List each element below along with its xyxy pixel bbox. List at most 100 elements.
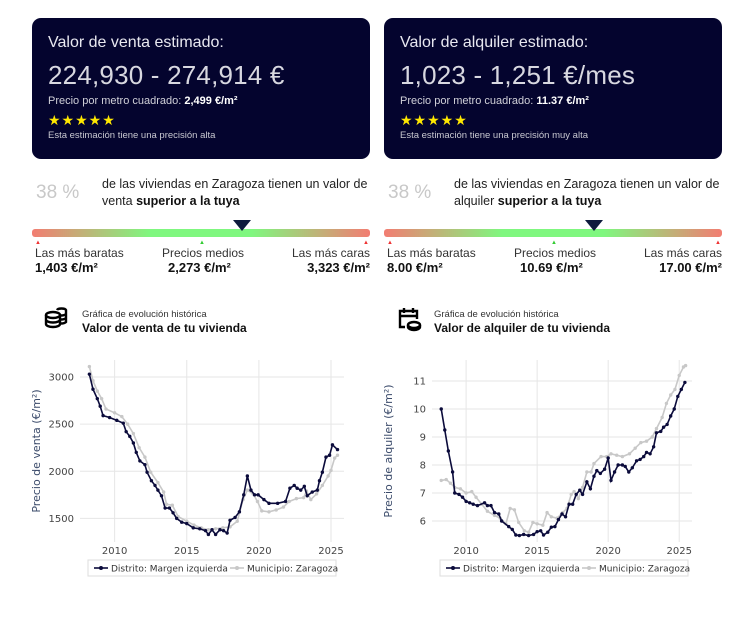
data-point <box>546 530 550 534</box>
rent-estimate-card: Valor de alquiler estimado: 1,023 - 1,25… <box>384 18 722 159</box>
data-point <box>156 480 160 485</box>
high-label: Las más caras <box>291 246 370 260</box>
data-point <box>673 387 677 392</box>
data-point <box>580 485 585 490</box>
data-point <box>320 483 325 488</box>
y-tick-label: 9 <box>420 433 426 444</box>
data-point <box>531 520 535 525</box>
data-point <box>549 525 554 529</box>
mid-label: Precios medios <box>162 246 245 260</box>
data-point <box>521 532 526 537</box>
data-point <box>330 443 335 447</box>
data-point <box>87 364 92 369</box>
data-point <box>541 523 545 527</box>
percentile-description: de las viviendas en Zaragoza tienen un v… <box>102 176 372 210</box>
data-point <box>167 506 172 510</box>
ppm-value: 11.37 €/m² <box>536 95 589 107</box>
data-point <box>221 526 225 530</box>
percentile-bold: superior a la tuya <box>497 194 602 208</box>
data-point <box>563 515 568 519</box>
percentile-value: 38 % <box>36 182 80 203</box>
x-tick-label: 2020 <box>595 546 620 557</box>
ppm-label: Precio por metro cuadrado: <box>48 95 182 107</box>
data-point <box>439 478 443 483</box>
mid-value: 10.69 €/m² <box>520 260 583 275</box>
data-point <box>203 528 208 533</box>
data-point <box>526 530 531 534</box>
data-point <box>588 487 593 491</box>
data-point <box>592 461 596 466</box>
data-point <box>171 511 175 515</box>
data-point <box>143 462 147 467</box>
data-point <box>242 493 246 497</box>
data-point <box>668 414 673 418</box>
data-point <box>213 532 218 537</box>
data-point <box>620 454 625 459</box>
mid-label: Precios medios <box>514 246 597 260</box>
data-point <box>578 488 582 492</box>
data-point <box>283 499 288 504</box>
data-point <box>121 421 125 425</box>
data-point <box>679 387 684 392</box>
data-point <box>450 470 455 474</box>
data-point <box>233 515 237 520</box>
data-point <box>174 516 179 521</box>
data-point <box>185 519 189 523</box>
data-point <box>262 497 266 502</box>
data-point <box>252 493 257 497</box>
high-value: 3,323 €/m² <box>307 260 370 275</box>
percentile-bold: superior a la tuya <box>136 194 240 208</box>
data-point <box>672 407 676 411</box>
data-point <box>237 510 242 514</box>
data-point <box>249 488 253 492</box>
data-point <box>292 483 296 488</box>
data-point <box>148 470 153 474</box>
y-tick-label: 2000 <box>49 467 74 478</box>
data-point <box>598 471 603 476</box>
y-tick-label: 8 <box>420 461 426 472</box>
price-range: 1,023 - 1,251 €/mes <box>400 60 636 90</box>
data-point <box>549 515 554 519</box>
mid-value: 2,273 €/m² <box>168 260 231 275</box>
legend-entry: Distrito: Margen izquierda <box>463 565 580 575</box>
data-point <box>683 380 687 385</box>
data-point <box>288 486 292 490</box>
data-point <box>256 493 260 497</box>
data-point <box>446 449 451 453</box>
data-point <box>599 454 603 459</box>
data-point <box>107 415 112 420</box>
data-point <box>274 508 278 512</box>
data-point <box>267 510 271 514</box>
rent-panel: Valor de alquiler estimado: 1,023 - 1,25… <box>384 0 724 624</box>
high-label: Las más caras <box>643 246 722 260</box>
data-point <box>516 520 521 525</box>
data-point <box>185 521 189 526</box>
precision-text: Esta estimación tiene una precisión muy … <box>400 130 588 141</box>
x-tick-label: 2010 <box>102 546 127 557</box>
data-point <box>164 502 169 506</box>
percentile-text: de las viviendas en Zaragoza tienen un v… <box>102 177 368 208</box>
data-point <box>228 518 232 523</box>
data-point <box>163 506 167 510</box>
data-point <box>644 439 649 443</box>
data-point <box>464 491 468 495</box>
calendar-coin-icon <box>398 308 422 332</box>
data-point <box>659 429 663 434</box>
data-point <box>648 452 652 456</box>
y-tick-label: 2500 <box>49 420 74 431</box>
data-point <box>470 489 474 494</box>
data-point <box>120 414 124 419</box>
data-point <box>660 415 664 420</box>
data-point <box>676 394 680 399</box>
data-point <box>545 510 549 515</box>
data-point <box>475 503 480 508</box>
data-point <box>267 501 271 506</box>
data-point <box>457 492 461 497</box>
star-rating-icon: ★★★★★ <box>48 112 116 128</box>
data-point <box>531 532 536 537</box>
data-point <box>314 492 319 496</box>
data-point <box>522 529 527 533</box>
data-point <box>213 527 218 531</box>
